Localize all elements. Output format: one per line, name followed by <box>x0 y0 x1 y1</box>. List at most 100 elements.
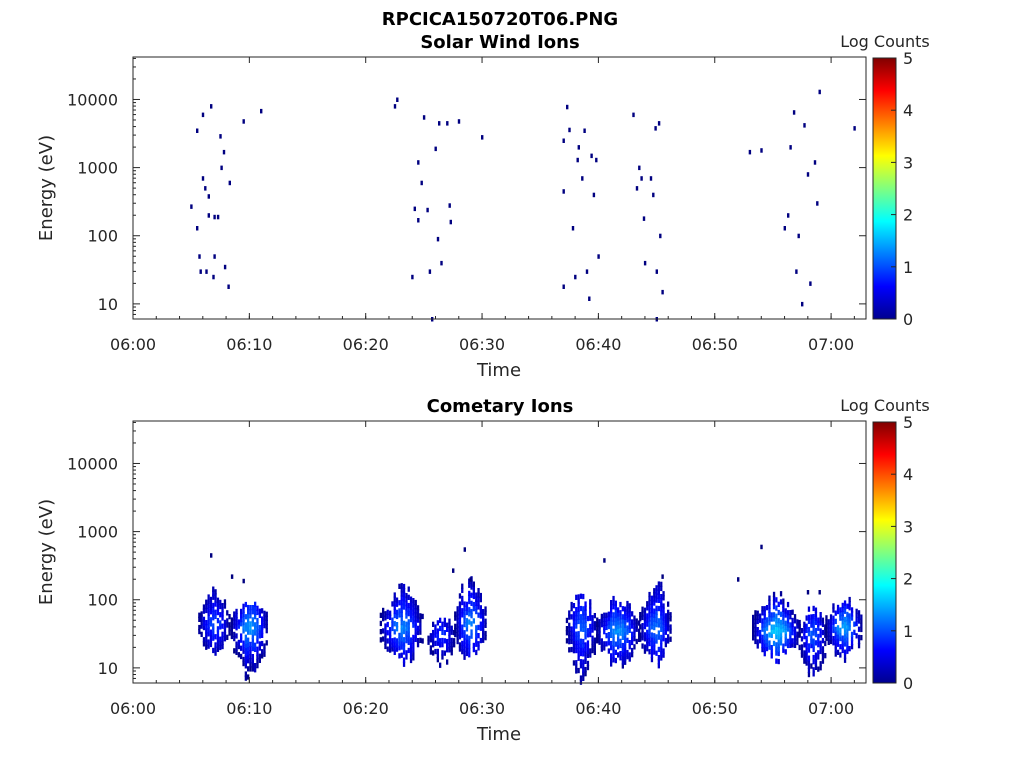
heatmap-cell <box>448 643 451 649</box>
heatmap-cell <box>648 604 651 610</box>
heatmap-cell <box>421 638 424 644</box>
heatmap-cell <box>626 637 629 643</box>
heatmap-cell <box>256 638 259 644</box>
heatmap-cell <box>242 615 245 622</box>
heatmap-cell <box>391 625 394 632</box>
heatmap-cell <box>405 613 408 619</box>
heatmap-cell <box>655 597 658 603</box>
heatmap-cell <box>643 611 647 617</box>
x-tick-label: 06:50 <box>692 699 738 718</box>
heatmap-cell <box>574 274 577 280</box>
heatmap-cell <box>772 591 776 598</box>
heatmap-cell <box>591 643 594 650</box>
heatmap-cell <box>579 622 583 628</box>
heatmap-cell <box>582 622 585 628</box>
heatmap-cell <box>591 639 594 645</box>
heatmap-cell <box>452 568 455 573</box>
heatmap-cell <box>791 630 794 636</box>
heatmap-cell <box>754 626 757 632</box>
heatmap-cell <box>230 574 234 579</box>
heatmap-cell <box>653 588 656 594</box>
heatmap-cell <box>846 611 849 618</box>
heatmap-cell <box>441 621 444 627</box>
heatmap-cell <box>254 630 257 636</box>
heatmap-cell <box>650 620 654 626</box>
heatmap-cell <box>638 628 641 634</box>
heatmap-cell <box>247 621 250 627</box>
heatmap-cell <box>256 622 259 628</box>
heatmap-cell <box>244 626 247 632</box>
heatmap-cell <box>784 632 787 639</box>
heatmap-cell <box>803 629 806 636</box>
heatmap-cell <box>812 630 815 636</box>
heatmap-cell <box>850 615 854 621</box>
heatmap-cell <box>582 618 585 624</box>
heatmap-cell <box>409 604 413 610</box>
heatmap-cell <box>228 630 231 636</box>
heatmap-cell <box>664 613 667 619</box>
heatmap-cell <box>633 623 636 629</box>
heatmap-cell <box>212 611 215 617</box>
heatmap-cell <box>263 647 266 653</box>
heatmap-cell <box>765 617 769 623</box>
heatmap-cell <box>579 638 583 644</box>
heatmap-cell <box>482 621 485 627</box>
heatmap-cell <box>807 663 811 669</box>
heatmap-cell <box>667 634 670 640</box>
heatmap-cell <box>221 631 224 637</box>
heatmap-cell <box>579 626 583 632</box>
heatmap-cell <box>631 635 634 641</box>
heatmap-cell <box>834 647 837 653</box>
heatmap-cell <box>582 675 585 681</box>
heatmap-cell <box>389 635 392 641</box>
heatmap-cell <box>407 602 410 609</box>
heatmap-cell <box>619 655 622 661</box>
heatmap-cell <box>443 650 446 656</box>
heatmap-cell <box>416 617 420 623</box>
heatmap-cell <box>631 652 634 658</box>
heatmap-cell <box>382 607 385 614</box>
heatmap-cell <box>441 650 444 656</box>
heatmap-cell <box>575 660 578 666</box>
heatmap-cell <box>463 617 466 624</box>
heatmap-cell <box>812 659 815 665</box>
heatmap-cell <box>251 629 254 635</box>
heatmap-cell <box>261 632 264 638</box>
heatmap-cell <box>207 610 210 617</box>
heatmap-cell <box>591 647 594 654</box>
heatmap-cell <box>796 619 799 625</box>
heatmap-cell <box>568 127 571 133</box>
heatmap-cell <box>465 634 469 640</box>
heatmap-cell <box>249 641 252 648</box>
heatmap-cell <box>810 622 813 628</box>
heatmap-cell <box>198 616 201 622</box>
heatmap-cell <box>635 638 638 645</box>
heatmap-cell <box>800 648 804 654</box>
heatmap-cell <box>646 646 649 652</box>
heatmap-cell <box>756 610 759 616</box>
heatmap-cell <box>814 619 818 625</box>
heatmap-cell <box>568 639 571 645</box>
heatmap-cell <box>384 635 387 641</box>
heatmap-cell <box>260 108 263 114</box>
heatmap-cell <box>412 647 415 653</box>
heatmap-cell <box>775 621 778 627</box>
heatmap-cell <box>235 612 238 619</box>
heatmap-cell <box>568 626 571 633</box>
heatmap-cell <box>216 597 220 603</box>
heatmap-cell <box>850 640 854 646</box>
heatmap-cell <box>759 629 762 636</box>
heatmap-cell <box>477 604 480 610</box>
heatmap-cell <box>568 630 571 637</box>
heatmap-cell <box>470 592 473 598</box>
heatmap-cell <box>484 610 487 616</box>
heatmap-cell <box>648 600 651 606</box>
heatmap-cell <box>389 643 392 649</box>
heatmap-cell <box>789 634 792 640</box>
heatmap-cell <box>805 660 808 666</box>
heatmap-cell <box>800 628 804 634</box>
heatmap-cell <box>454 631 457 638</box>
heatmap-cell <box>577 655 580 661</box>
heatmap-cell <box>463 601 466 607</box>
heatmap-cell <box>405 638 408 644</box>
